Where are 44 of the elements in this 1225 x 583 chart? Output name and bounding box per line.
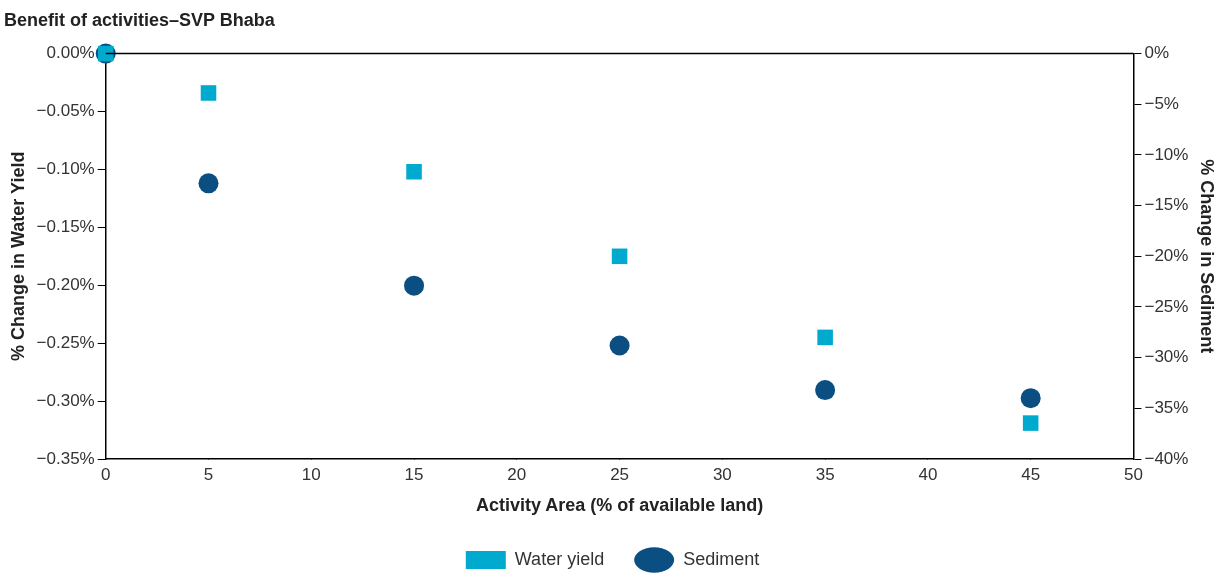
x-axis-title: Activity Area (% of available land) bbox=[475, 495, 764, 516]
y-tick-label: −0.25% bbox=[36, 332, 95, 352]
x-tick-label: 45 bbox=[1021, 464, 1041, 484]
y2-axis-title: % Change in Sediment bbox=[1197, 159, 1218, 354]
y2-tick-label: −25% bbox=[1144, 296, 1189, 316]
y2-tick-label: 0% bbox=[1144, 43, 1170, 63]
point bbox=[198, 173, 219, 194]
x-tick-label: 10 bbox=[301, 464, 321, 484]
x-tick-label: 30 bbox=[712, 464, 732, 484]
x-tick-label: 50 bbox=[1123, 464, 1143, 484]
point bbox=[609, 335, 630, 356]
y-tick-label: 0.00% bbox=[46, 43, 95, 63]
x-tick-label: 40 bbox=[918, 464, 938, 484]
x-tick-label: 5 bbox=[203, 464, 214, 484]
point bbox=[1022, 415, 1039, 431]
y-tick-label: −0.20% bbox=[36, 274, 95, 294]
y2-tick-label: −40% bbox=[1144, 448, 1189, 468]
point bbox=[404, 275, 425, 296]
x-tick-label: 20 bbox=[507, 464, 527, 484]
y-tick-label: −0.05% bbox=[36, 101, 95, 121]
x-tick-label: 0 bbox=[101, 464, 111, 484]
point bbox=[1020, 388, 1041, 409]
point bbox=[406, 163, 422, 180]
x-tick-label: 15 bbox=[404, 464, 424, 484]
y2-tick-label: −35% bbox=[1144, 398, 1189, 418]
point bbox=[611, 248, 628, 265]
y2-tick-label: −30% bbox=[1144, 347, 1189, 367]
y2-tick-label: −10% bbox=[1144, 144, 1189, 164]
point bbox=[815, 380, 836, 401]
y-tick-label: −0.30% bbox=[36, 390, 95, 410]
legend-label: Sediment bbox=[683, 548, 760, 569]
point bbox=[817, 329, 833, 346]
x-tick-label: 25 bbox=[610, 464, 630, 484]
point bbox=[200, 85, 217, 101]
chart-title: Benefit of activities–SVP Bhaba bbox=[4, 9, 276, 30]
y-tick-label: −0.35% bbox=[36, 448, 95, 468]
x-tick-label: 35 bbox=[815, 464, 835, 484]
y-tick-label: −0.10% bbox=[36, 159, 95, 179]
legend-label: Water yield bbox=[514, 548, 605, 569]
y-tick-label: −0.15% bbox=[36, 217, 95, 237]
y2-tick-label: −5% bbox=[1144, 93, 1179, 113]
y-axis-title: % Change in Water Yield bbox=[7, 151, 28, 361]
y2-tick-label: −15% bbox=[1144, 195, 1189, 215]
y2-tick-label: −20% bbox=[1144, 245, 1189, 265]
